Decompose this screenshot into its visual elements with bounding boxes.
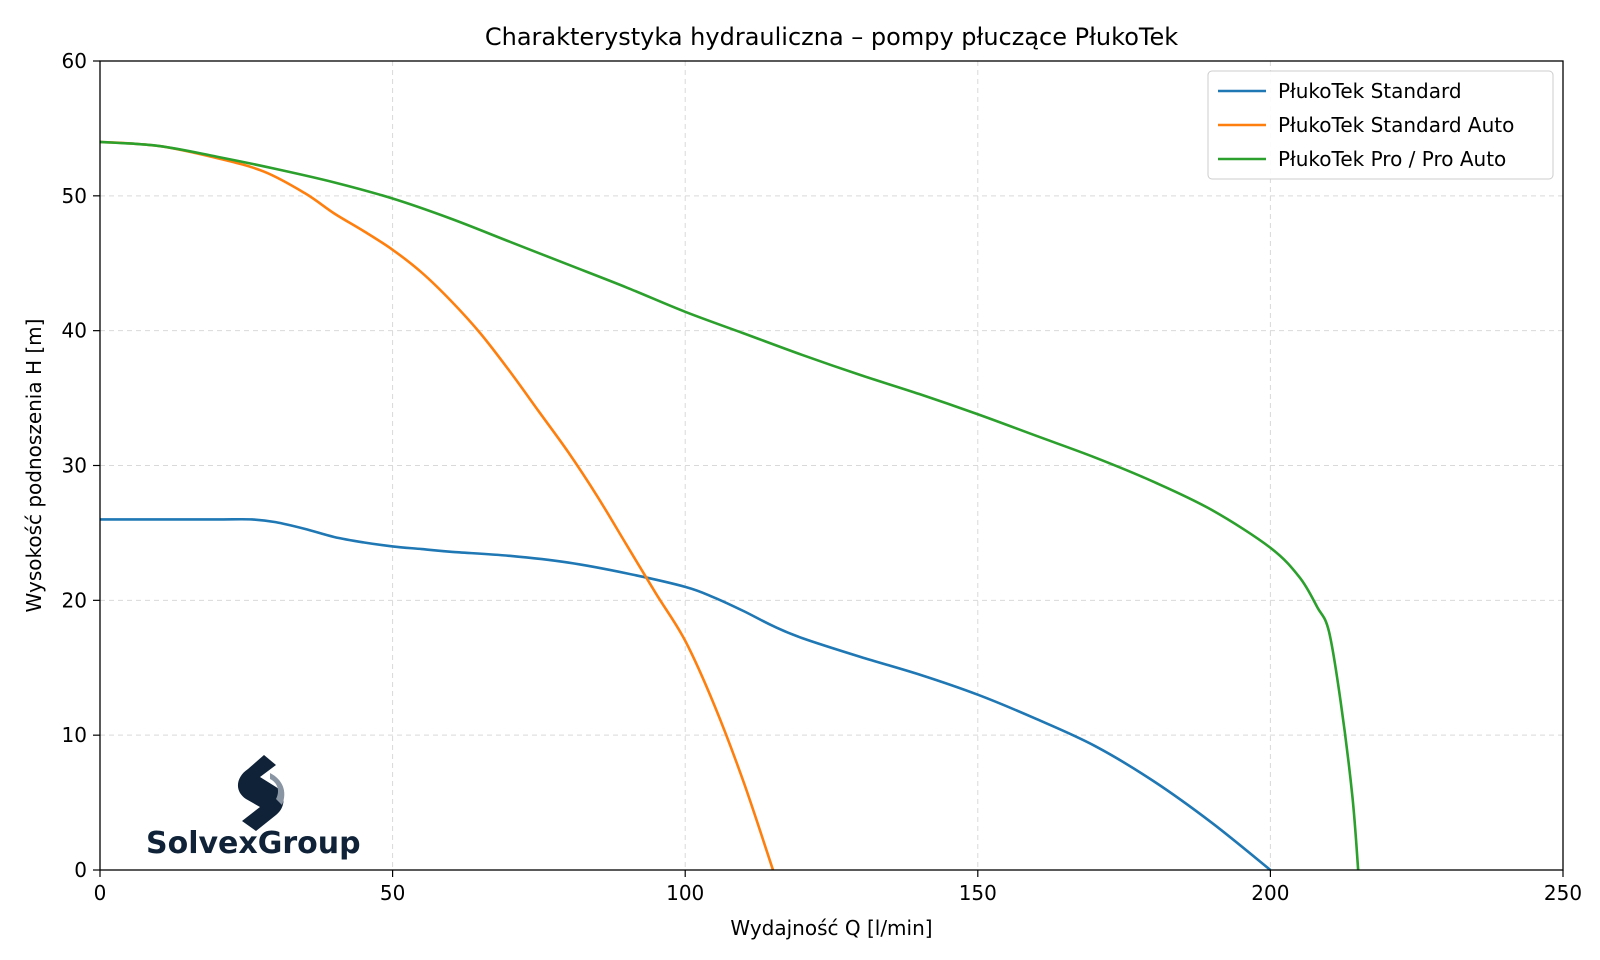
legend: PłukoTek Standard PłukoTek Standard Auto P…	[1207, 70, 1554, 180]
x-tick-label: 50	[380, 881, 405, 905]
x-axis-label: Wydajność Q [l/min]	[730, 916, 932, 940]
y-tick-label: 0	[74, 858, 87, 882]
grid-lines	[100, 61, 1563, 870]
x-tick-label: 0	[94, 881, 107, 905]
y-tick-label: 30	[62, 454, 87, 478]
x-tick-label: 200	[1251, 881, 1289, 905]
legend-label: PłukoTek Pro / Pro Auto	[1278, 147, 1506, 171]
axis-ticks: 0 50 100 150 200 250 0 10 20 30 40 50 60	[62, 49, 1583, 905]
y-tick-label: 20	[62, 588, 87, 612]
logo-wordmark: SolvexGroup	[146, 826, 361, 861]
x-tick-label: 150	[959, 881, 997, 905]
y-tick-label: 10	[62, 723, 87, 747]
y-tick-label: 40	[62, 319, 87, 343]
legend-label: PłukoTek Standard	[1278, 79, 1462, 103]
y-tick-label: 60	[62, 49, 87, 73]
y-tick-label: 50	[62, 184, 87, 208]
series-line-2	[99, 140, 775, 871]
series-group	[99, 140, 1360, 872]
x-tick-label: 100	[666, 881, 704, 905]
series-line-3	[99, 140, 1360, 871]
series-line-1	[100, 517, 1272, 872]
chart-title: Charakterystyka hydrauliczna – pompy płu…	[485, 23, 1178, 51]
solvex-logo-mark-icon	[237, 755, 285, 831]
solvex-logo: SolvexGroup	[146, 755, 361, 861]
x-tick-label: 250	[1544, 881, 1582, 905]
y-axis-label: Wysokość podnoszenia H [m]	[22, 319, 46, 613]
legend-label: PłukoTek Standard Auto	[1278, 113, 1514, 137]
legend-box	[1207, 70, 1554, 180]
